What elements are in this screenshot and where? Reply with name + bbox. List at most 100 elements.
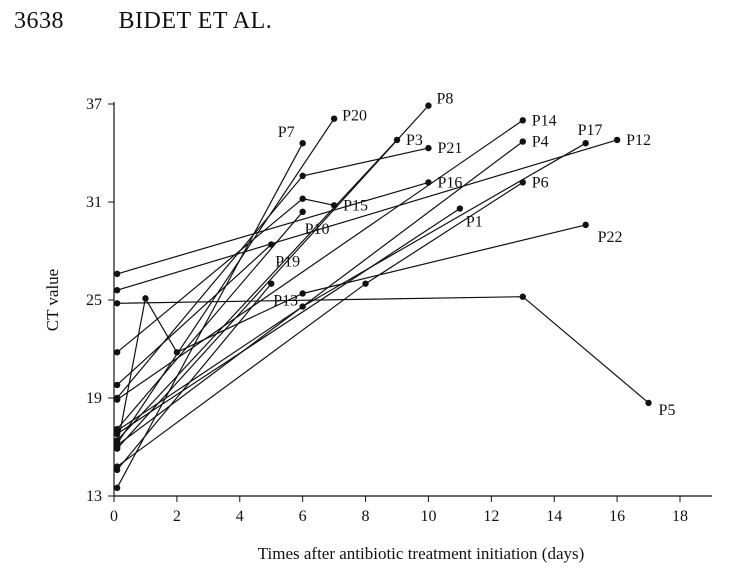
x-tick-label: 4 [236, 508, 244, 525]
data-point [299, 303, 306, 310]
data-point [519, 293, 526, 300]
data-point [268, 280, 275, 287]
x-tick-label: 14 [546, 508, 562, 525]
series-p15 [113, 195, 338, 356]
series-p17 [113, 140, 589, 434]
series-line-p14 [116, 119, 524, 401]
point-label-p3: P3 [406, 132, 423, 149]
series-line-p20 [116, 118, 335, 445]
data-point [456, 205, 464, 212]
data-point [113, 270, 121, 278]
series-p21 [113, 144, 432, 402]
series-line-p12 [116, 139, 618, 291]
point-labels: P1 P3 P4 P5 P6 P7 P8 P10 P12 P13 P14 P15 P16 P17 P19 P2… [273, 91, 675, 419]
data-point [299, 140, 306, 147]
data-point [268, 241, 275, 248]
point-label-p6: P6 [532, 174, 549, 191]
y-tick-label: 31 [86, 194, 102, 211]
y-tick-label: 19 [86, 390, 102, 407]
y-tick-label: 25 [86, 292, 102, 309]
series-p4 [113, 138, 526, 449]
point-label-p1: P1 [466, 214, 483, 231]
data-point [113, 484, 121, 492]
data-point [330, 202, 338, 209]
series-line-p19 [116, 244, 272, 386]
page-header: 3638 BIDET ET AL. [14, 8, 272, 35]
data-point [113, 381, 121, 389]
point-label-p20: P20 [342, 108, 367, 125]
point-label-p21: P21 [437, 140, 462, 157]
series-line-p13 [116, 283, 272, 471]
data-point [113, 443, 121, 451]
point-label-p22: P22 [598, 229, 623, 246]
data-point [113, 427, 121, 434]
series-line-p8 [116, 105, 429, 450]
point-label-p8: P8 [436, 91, 453, 108]
data-point [425, 179, 432, 186]
point-label-p16: P16 [437, 174, 462, 191]
data-point [330, 115, 338, 122]
series-line-p1 [116, 207, 461, 435]
data-point [299, 172, 306, 180]
y-tick-label: 13 [86, 488, 102, 505]
data-point [113, 466, 121, 474]
data-point [519, 138, 526, 145]
data-point [113, 394, 121, 402]
x-tick-label: 10 [420, 508, 436, 525]
data-point [142, 295, 149, 302]
point-label-p17: P17 [578, 122, 603, 139]
point-label-p10: P10 [305, 221, 330, 238]
data-point [113, 349, 121, 356]
series-layer [113, 102, 652, 492]
data-point [519, 117, 526, 124]
x-tick-label: 6 [299, 508, 307, 525]
data-point [425, 102, 432, 109]
x-tick-label: 0 [110, 508, 118, 525]
point-label-p13: P13 [273, 293, 298, 310]
point-label-p15: P15 [343, 197, 368, 214]
series-p19 [113, 241, 275, 389]
data-point [299, 208, 306, 215]
data-point [113, 300, 121, 307]
axes: 0 2 4 6 8 10 12 14 16 18 13 19 25 31 37 [86, 96, 712, 525]
series-line-p22 [116, 224, 586, 448]
data-point [645, 399, 652, 407]
point-label-p4: P4 [532, 134, 549, 151]
x-tick-label: 2 [173, 508, 181, 525]
point-label-p14: P14 [532, 112, 557, 129]
data-point [299, 195, 306, 202]
data-point [113, 287, 121, 294]
data-point [362, 280, 369, 287]
page-number: 3638 [14, 8, 64, 34]
x-tick-label: 18 [672, 508, 688, 525]
data-point [299, 290, 306, 297]
series-p13 [113, 280, 275, 474]
series-p1 [113, 205, 464, 438]
x-tick-label: 8 [362, 508, 370, 525]
data-point [425, 144, 432, 152]
data-point [613, 136, 621, 144]
series-p5 [113, 293, 652, 407]
series-line-p3 [116, 139, 398, 441]
series-p12 [113, 136, 621, 294]
series-line-p10 [116, 211, 304, 430]
data-point [582, 140, 589, 147]
point-label-p7: P7 [278, 124, 295, 141]
point-label-p5: P5 [659, 402, 676, 419]
data-point [173, 349, 181, 356]
series-line-p7 [116, 142, 304, 489]
x-tick-label: 12 [483, 508, 499, 525]
series-line-p4 [116, 141, 524, 446]
series-line-p16 [116, 181, 429, 275]
point-label-p12: P12 [626, 132, 651, 149]
x-axis-label: Times after antibiotic treatment initiat… [258, 544, 585, 563]
point-label-p19: P19 [275, 253, 300, 270]
y-tick-label: 37 [86, 96, 102, 113]
data-point [582, 221, 589, 229]
x-tick-label: 16 [609, 508, 625, 525]
series-p7 [113, 140, 306, 492]
running-title: BIDET ET AL. [118, 8, 273, 34]
series-p22 [113, 221, 589, 451]
series-p16 [113, 179, 432, 278]
